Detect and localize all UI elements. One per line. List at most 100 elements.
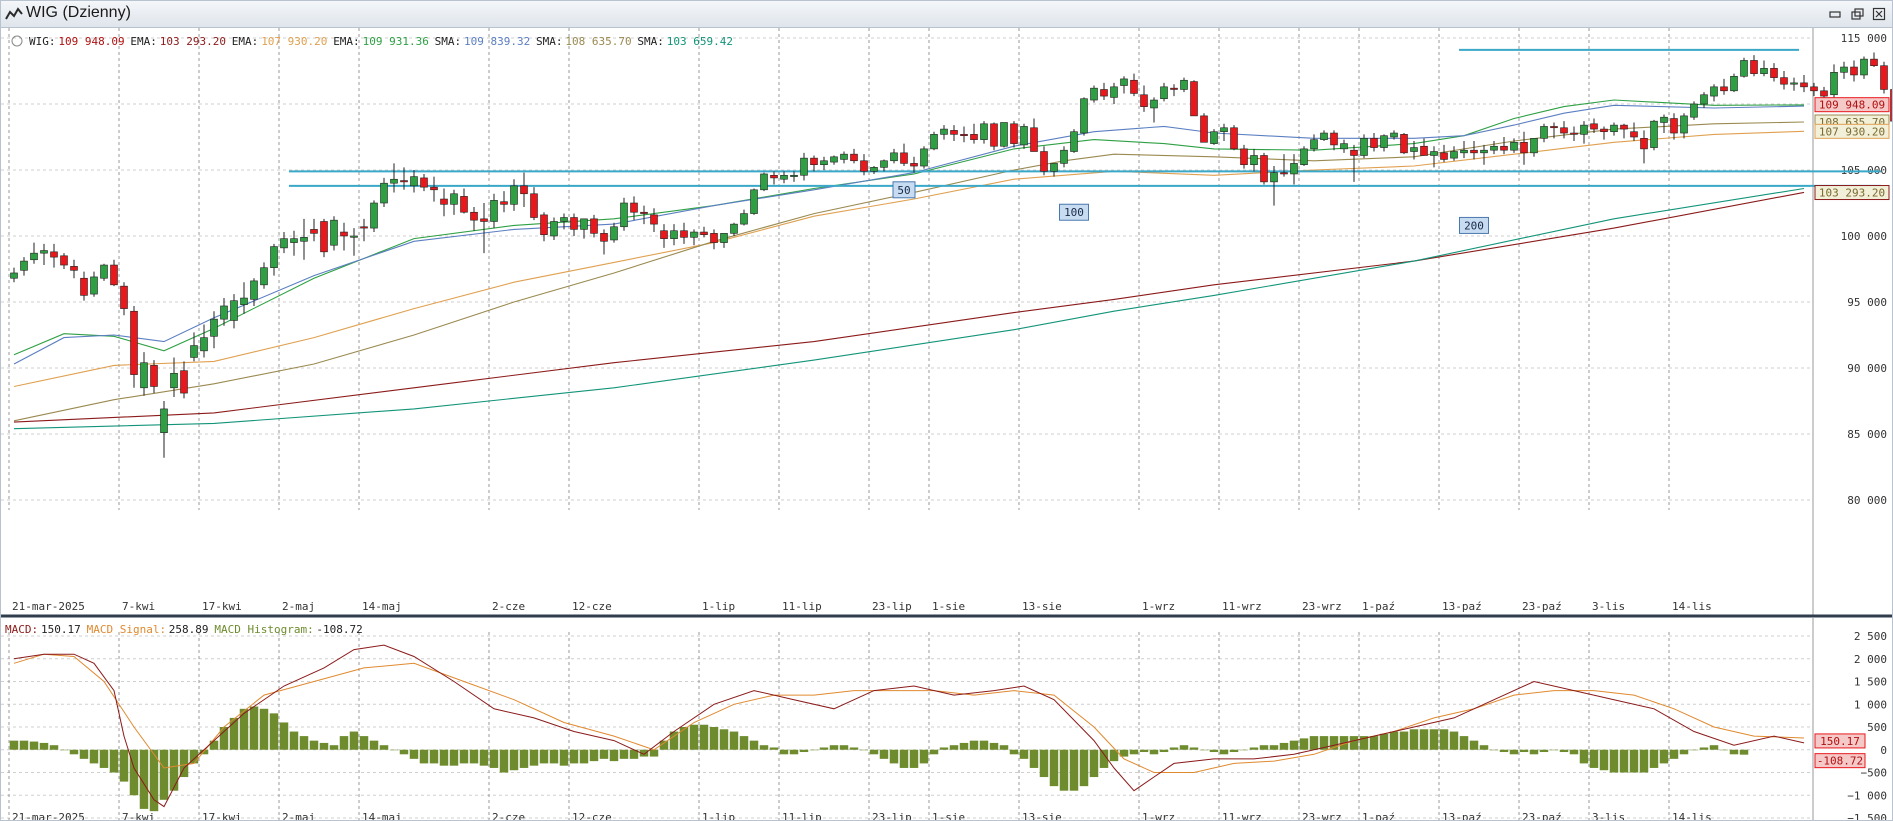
macd-histogram-bar (1229, 749, 1239, 753)
candle-body (780, 174, 788, 180)
macd-histogram-bar (699, 724, 709, 750)
macd-legend-name: MACD: (5, 623, 38, 636)
macd-histogram-bar (1459, 736, 1469, 750)
macd-histogram-bar (1099, 749, 1109, 768)
legend-name: SMA: (637, 35, 664, 48)
macd-y-tick-label: 2 500 (1854, 630, 1887, 643)
y-tick-label: 100 000 (1841, 230, 1887, 243)
candle-body (1840, 66, 1848, 73)
macd-histogram-bar (139, 749, 149, 809)
candle-body (1230, 127, 1238, 150)
restore-icon[interactable] (1850, 7, 1864, 21)
macd-histogram-bar (1739, 749, 1749, 755)
candle-body (1060, 149, 1068, 164)
candle-body (690, 231, 698, 238)
macd-histogram-bar (1489, 749, 1499, 751)
candle-body (260, 267, 268, 286)
candle-body (1710, 86, 1718, 97)
macd-histogram-bar (49, 745, 59, 750)
candle-body (1680, 115, 1688, 134)
ma-line (13, 130, 1805, 388)
candle-body (460, 196, 468, 213)
macd-histogram-bar (1249, 747, 1259, 750)
title-bar[interactable]: WIG (Dzienny) (1, 1, 1892, 28)
candle-body (620, 202, 628, 228)
candle-body (250, 280, 258, 300)
macd-y-tick-label: −1 000 (1847, 789, 1887, 802)
macd-histogram-bar (1429, 729, 1439, 750)
macd-histogram-bar (859, 749, 869, 751)
chart-app-icon (5, 7, 23, 20)
candle-body (1660, 116, 1668, 123)
x-tick-label: 14-lis (1672, 600, 1712, 613)
macd-histogram-bar (1289, 740, 1299, 750)
candle-body (1140, 94, 1148, 107)
macd-signal-line (13, 653, 1805, 773)
macd-histogram-bar (269, 713, 279, 750)
legend-value: 109 948.09 (58, 35, 124, 48)
candle-body (1890, 89, 1892, 122)
candle-body (150, 365, 158, 387)
candle-body (770, 174, 778, 179)
macd-histogram-bar (319, 742, 329, 750)
macd-histogram-bar (369, 740, 379, 750)
candle-body (1000, 122, 1008, 147)
candle-body (1560, 127, 1568, 134)
candle-body (230, 300, 238, 321)
x-tick-label: 14-maj (362, 600, 402, 613)
macd-histogram-bar (389, 749, 399, 751)
macd-histogram-bar (359, 736, 369, 750)
candle-body (590, 218, 598, 234)
minimize-icon[interactable] (1828, 7, 1842, 21)
macd-x-tick-label: 2-maj (282, 811, 315, 820)
candle-body (1880, 65, 1888, 90)
x-tick-label: 7-kwi (122, 600, 155, 613)
price-tag (1814, 123, 1890, 139)
macd-pane[interactable]: −1 500 −1 000 −500 0 500 1 000 1 500 2 000 2 500… (1, 618, 1887, 820)
ma-period-badge (892, 181, 916, 199)
macd-x-tick-label: 23-paź (1522, 811, 1562, 820)
macd-histogram-bar (889, 749, 899, 764)
candle-body (380, 182, 388, 204)
candle-body (630, 202, 638, 213)
macd-histogram-bar (639, 749, 649, 757)
ma-line (13, 187, 1805, 430)
candle-body (1120, 78, 1128, 86)
macd-histogram-bar (1009, 749, 1019, 755)
close-icon[interactable] (1872, 7, 1886, 21)
candle-body (1420, 145, 1428, 156)
macd-x-tick-label: 7-kwi (122, 811, 155, 820)
macd-histogram-bar (739, 736, 749, 750)
candle-body (10, 272, 18, 279)
macd-histogram-bar (579, 749, 589, 764)
candle-body (100, 264, 108, 279)
candle-body (600, 233, 608, 242)
macd-histogram-bar (679, 727, 689, 750)
candle-body (1260, 155, 1268, 183)
x-tick-label: 11-wrz (1222, 600, 1262, 613)
macd-histogram-bar (549, 749, 559, 764)
macd-x-tick-label: 23-lip (872, 811, 912, 820)
candle-body (190, 345, 198, 358)
macd-histogram-bar (9, 740, 19, 750)
macd-histogram-bar (1129, 749, 1139, 755)
macd-histogram-bar (1709, 745, 1719, 750)
candle-body (720, 233, 728, 243)
macd-histogram-bar (819, 747, 829, 750)
candle-body (470, 211, 478, 221)
candle-body (1240, 148, 1248, 166)
macd-histogram-bar (1019, 749, 1029, 759)
candle-body (850, 153, 858, 162)
macd-x-tick-label: 14-lis (1672, 811, 1712, 820)
candle-body (270, 246, 278, 268)
candle-body (1600, 128, 1608, 133)
candle-body (180, 370, 188, 394)
candle-body (1770, 68, 1778, 78)
candle-body (1730, 75, 1738, 92)
macd-histogram-bar (659, 740, 669, 750)
macd-histogram-bar (99, 749, 109, 768)
macd-histogram-bar (1219, 749, 1229, 755)
macd-histogram-bar (969, 740, 979, 750)
